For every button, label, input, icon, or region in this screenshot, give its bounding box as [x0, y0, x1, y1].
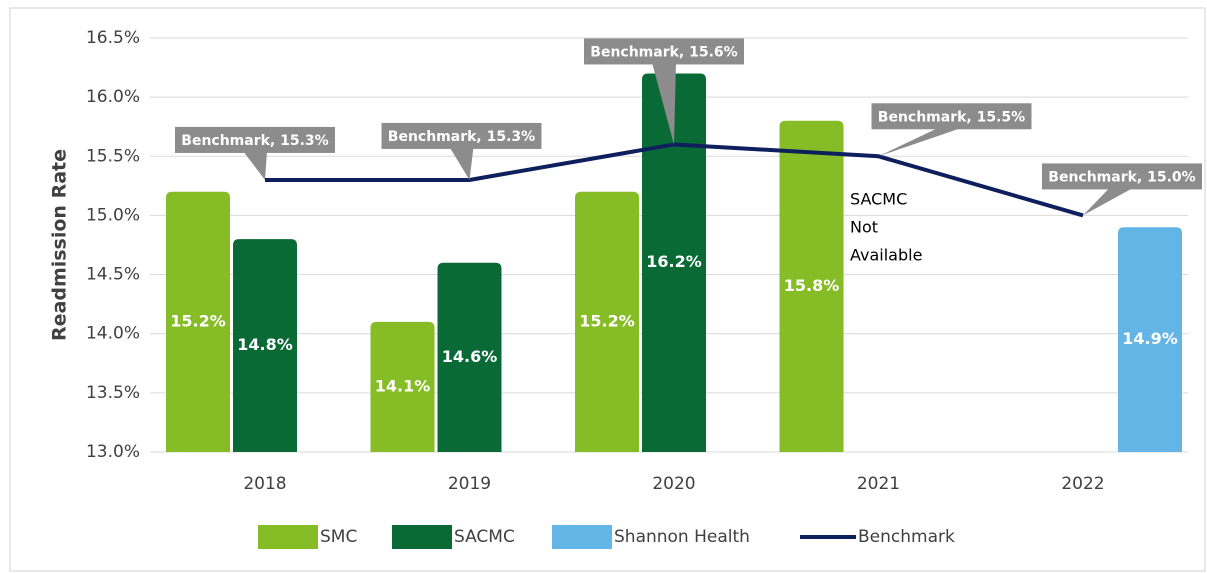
callout-pointer — [878, 127, 964, 157]
legend-swatch — [258, 525, 318, 549]
annotation: SACMC — [850, 190, 907, 209]
callout-pointer — [243, 150, 267, 180]
callout-pointer — [1083, 187, 1134, 216]
bar-value-label: 14.6% — [442, 347, 498, 366]
callout-label: Benchmark, 15.5% — [878, 109, 1025, 125]
bar — [437, 262, 502, 452]
bar — [233, 239, 297, 452]
callout-pointer — [652, 62, 676, 145]
x-tick-label: 2020 — [652, 474, 695, 494]
callout-box — [381, 122, 542, 149]
callout-box — [175, 126, 335, 153]
bar-value-label: 14.1% — [375, 376, 431, 395]
legend-label: Shannon Health — [614, 527, 750, 547]
bar — [575, 191, 639, 452]
annotation: Available — [850, 246, 922, 265]
bar — [642, 73, 706, 452]
bar-value-label: 15.8% — [784, 276, 840, 295]
legend-label: SACMC — [454, 527, 515, 547]
bar — [779, 120, 844, 453]
callout-box — [871, 103, 1032, 130]
bar — [1118, 227, 1182, 452]
legend-label: SMC — [320, 527, 357, 547]
callout-label: Benchmark, 15.0% — [1048, 169, 1195, 185]
callout-label: Benchmark, 15.3% — [388, 129, 535, 145]
y-tick-label: 14.0% — [86, 324, 140, 344]
callout-label: Benchmark, 15.6% — [590, 44, 737, 60]
bar-value-label: 15.2% — [579, 311, 635, 330]
callout-pointer — [449, 146, 474, 180]
x-tick-label: 2019 — [448, 474, 491, 494]
y-axis-label: Readmission Rate — [49, 149, 71, 341]
callout-box — [1042, 163, 1202, 190]
chart-frame — [9, 7, 1206, 572]
x-tick-label: 2018 — [243, 474, 286, 494]
y-tick-label: 16.5% — [86, 28, 140, 48]
y-tick-label: 15.0% — [86, 205, 140, 225]
bar — [166, 191, 230, 452]
callout-box — [584, 38, 744, 65]
bar — [370, 321, 435, 452]
legend-label: Benchmark — [858, 527, 955, 547]
y-tick-label: 14.5% — [86, 265, 140, 285]
y-tick-label: 13.0% — [86, 442, 140, 462]
y-tick-label: 15.5% — [86, 146, 140, 166]
legend-swatch — [552, 525, 612, 549]
bar-value-label: 14.8% — [237, 335, 293, 354]
bar-value-label: 15.2% — [170, 311, 226, 330]
bar-value-label: 14.9% — [1122, 329, 1178, 348]
x-tick-label: 2021 — [857, 474, 900, 494]
y-tick-label: 13.5% — [86, 383, 140, 403]
callout-label: Benchmark, 15.3% — [181, 133, 328, 149]
legend-swatch — [392, 525, 452, 549]
annotation: Not — [850, 218, 878, 237]
y-tick-label: 16.0% — [86, 87, 140, 107]
bar-value-label: 16.2% — [646, 252, 702, 271]
x-tick-label: 2022 — [1061, 474, 1104, 494]
